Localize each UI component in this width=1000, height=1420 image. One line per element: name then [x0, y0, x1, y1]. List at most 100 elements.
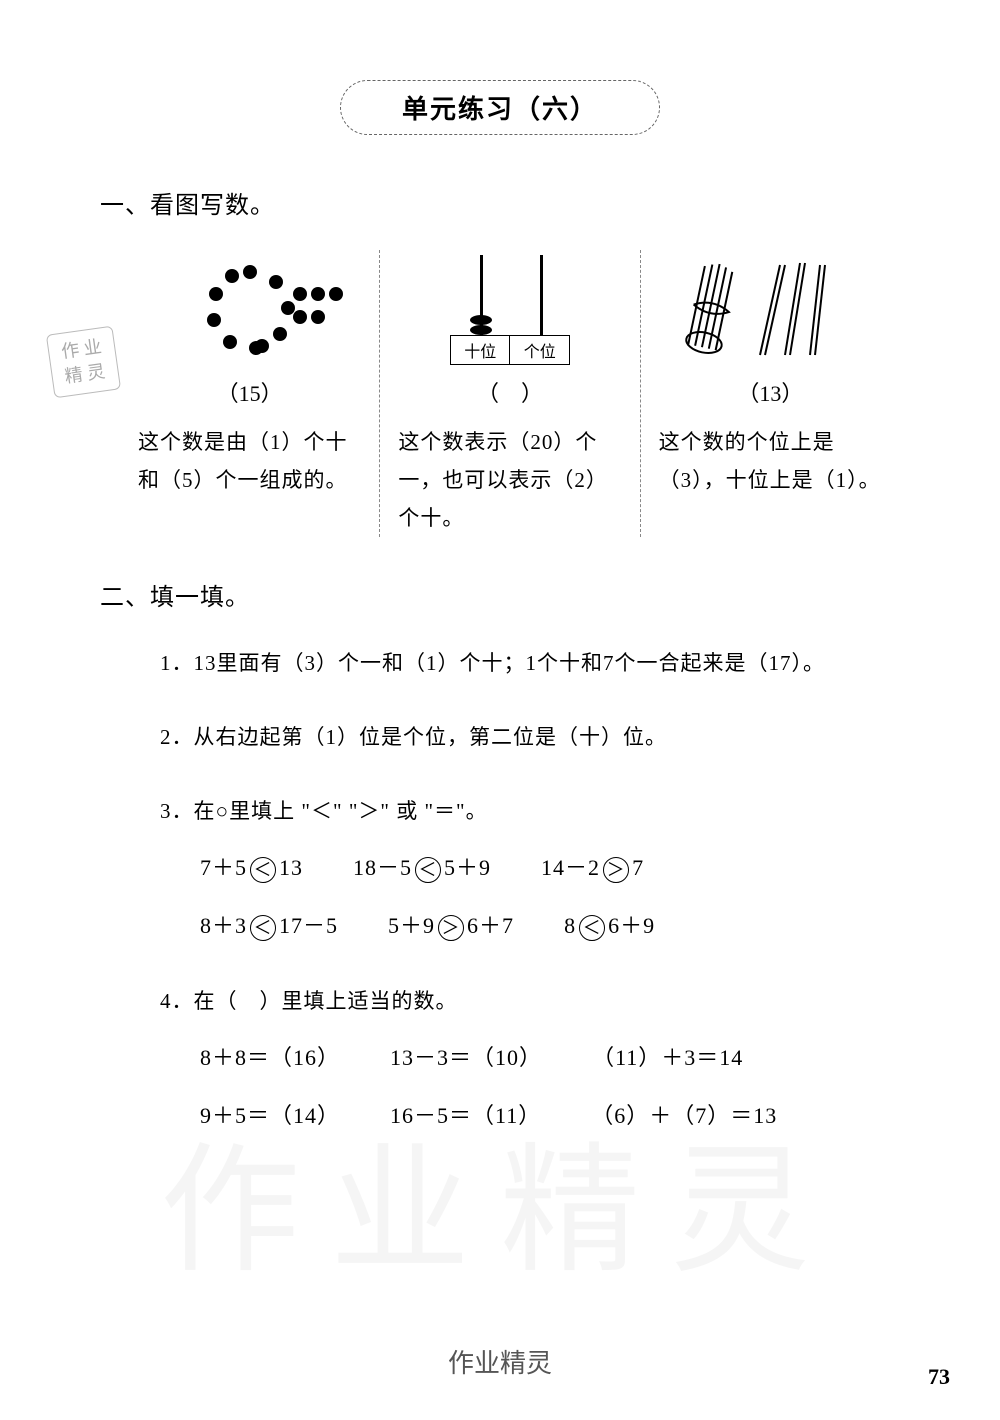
- q2-a2: 十: [579, 725, 601, 749]
- q2-p2: ）位是个位，第二位是（: [337, 725, 579, 749]
- cmp-circle: ＜: [415, 857, 441, 883]
- cmp-left: 14－2: [541, 855, 600, 880]
- col2-text-pre: 这个数表示（: [398, 430, 530, 454]
- cmp-right: 5＋9: [444, 855, 491, 880]
- q1-a2: 1: [426, 651, 438, 675]
- comparison-item: 7＋5＜13: [200, 846, 303, 890]
- col3-ans2: 1: [836, 468, 848, 492]
- fill-item: 16－5＝（11）: [390, 1094, 541, 1138]
- figure-col-3: （13） 这个数的个位上是（3），十位上是（1）。: [641, 250, 900, 537]
- abacus-icon: 十位 个位: [398, 250, 621, 370]
- question-3: 3．在○里填上 "＜" "＞" 或 "＝"。 7＋5＜1318－5＜5＋914－…: [160, 790, 880, 948]
- fill-tail: ）: [518, 1103, 541, 1128]
- fill-tail: ）: [317, 1103, 340, 1128]
- fill-ans: 11: [495, 1103, 518, 1128]
- fill-ans: 11: [615, 1045, 638, 1070]
- cmp-right: 6＋9: [608, 913, 655, 938]
- fill-ans2: 7: [695, 1103, 707, 1128]
- q2-p3: ）位。: [601, 725, 667, 749]
- fill-expr: 9＋5＝（: [200, 1103, 293, 1128]
- col2-ans1: 20: [530, 430, 553, 454]
- cmp-right: 13: [279, 855, 303, 880]
- fill-ans: 10: [495, 1045, 519, 1070]
- col3-desc: 这个数的个位上是（3），十位上是（1）。: [659, 424, 882, 500]
- fill-expr: （: [592, 1045, 615, 1070]
- cmp-circle: ＜: [250, 915, 276, 941]
- q3-row2: 8＋3＜17－55＋9＞6＋78＜6＋9: [200, 904, 880, 948]
- comparison-item: 8＋3＜17－5: [200, 904, 338, 948]
- footer-label: 作业精灵: [0, 1343, 1000, 1380]
- fill-item: 13－3＝（10）: [390, 1036, 542, 1080]
- fill-item: （11）＋3＝14: [592, 1036, 743, 1080]
- col1-text-mid2: ）个一组成的。: [194, 468, 348, 492]
- fill-item: 9＋5＝（14）: [200, 1094, 340, 1138]
- fill-expr: （: [591, 1103, 614, 1128]
- q4-title: 4．在（ ）里填上适当的数。: [160, 980, 880, 1022]
- col1-desc: 这个数是由（1）个十和（5）个一组成的。: [138, 424, 361, 500]
- cmp-left: 8＋3: [200, 913, 247, 938]
- q1-p4: ）。: [792, 651, 826, 675]
- col3-text-mid1: ），十位上是（: [692, 468, 836, 492]
- col2-blank: （ ）: [398, 376, 621, 408]
- col1-text-pre: 这个数是由（: [138, 430, 270, 454]
- cmp-circle: ＜: [579, 915, 605, 941]
- extra-beads-icon: [291, 285, 345, 331]
- section-1-title: 一、看图写数。: [100, 185, 900, 220]
- figure-row: （15） 这个数是由（1）个十和（5）个一组成的。 十位 个位: [120, 250, 900, 537]
- figure-col-1: （15） 这个数是由（1）个十和（5）个一组成的。: [120, 250, 379, 537]
- bead-ring-icon: [138, 250, 361, 370]
- comparison-item: 5＋9＞6＋7: [388, 904, 514, 948]
- comparison-item: 8＜6＋9: [564, 904, 655, 948]
- fill-expr: 8＋8＝（: [200, 1045, 293, 1070]
- figure-col-2: 十位 个位 （ ） 这个数表示（20）个一，也可以表示（2）个十。: [379, 250, 640, 537]
- cmp-left: 5＋9: [388, 913, 435, 938]
- question-list: 1．13里面有（3）个一和（1）个十；1个十和7个一合起来是（17）。 2．从右…: [160, 642, 880, 1138]
- q1-p3: ）个十；1个十和7个一合起来是（: [438, 651, 769, 675]
- q4-row1: 8＋8＝（16）13－3＝（10）（11）＋3＝14: [200, 1036, 880, 1080]
- col3-ans1: 3: [681, 468, 693, 492]
- q1-a3: 17: [769, 651, 792, 675]
- fill-ans: 14: [293, 1103, 317, 1128]
- cmp-circle: ＞: [603, 857, 629, 883]
- stamp-line-2: 精 灵: [63, 359, 107, 390]
- place-tens-label: 十位: [451, 336, 511, 364]
- q3-title: 3．在○里填上 "＜" "＞" 或 "＝"。: [160, 790, 880, 832]
- fill-expr: 13－3＝（: [390, 1045, 495, 1070]
- q1-a1: 3: [305, 651, 317, 675]
- stamp-overlay: 作 业 精 灵: [46, 326, 121, 399]
- fill-ans: 6: [614, 1103, 626, 1128]
- place-ones-label: 个位: [510, 336, 569, 364]
- page-number: 73: [928, 1364, 950, 1390]
- comparison-item: 14－2＞7: [541, 846, 644, 890]
- col2-ans2: 2: [574, 468, 586, 492]
- cmp-right: 17－5: [279, 913, 338, 938]
- fill-tail: ）＋3＝14: [638, 1045, 743, 1070]
- fill-expr: 16－5＝（: [390, 1103, 495, 1128]
- question-1: 1．13里面有（3）个一和（1）个十；1个十和7个一合起来是（17）。: [160, 642, 880, 684]
- col1-answer: （15）: [138, 376, 361, 408]
- fill-item: （6）＋（7）＝13: [591, 1094, 777, 1138]
- q4-row2: 9＋5＝（14）16－5＝（11）（6）＋（7）＝13: [200, 1094, 880, 1138]
- fill-tail: ）＝13: [707, 1103, 777, 1128]
- fill-ans: 16: [293, 1045, 317, 1070]
- cmp-circle: ＞: [438, 915, 464, 941]
- col1-ans1: 1: [270, 430, 282, 454]
- question-2: 2．从右边起第（1）位是个位，第二位是（十）位。: [160, 716, 880, 758]
- cmp-left: 7＋5: [200, 855, 247, 880]
- fill-item: 8＋8＝（16）: [200, 1036, 340, 1080]
- q1-p2: ）个一和（: [316, 651, 426, 675]
- q3-row1: 7＋5＜1318－5＜5＋914－2＞7: [200, 846, 880, 890]
- question-4: 4．在（ ）里填上适当的数。 8＋8＝（16）13－3＝（10）（11）＋3＝1…: [160, 980, 880, 1138]
- col2-desc: 这个数表示（20）个一，也可以表示（2）个十。: [398, 424, 621, 537]
- col1-ans2: 5: [182, 468, 194, 492]
- q2-p1: 2．从右边起第（: [160, 725, 326, 749]
- sticks-icon: [659, 250, 882, 370]
- fill-mid: ）＋（: [626, 1103, 695, 1128]
- q2-a1: 1: [326, 725, 338, 749]
- cmp-circle: ＜: [250, 857, 276, 883]
- col3-answer: （13）: [659, 376, 882, 408]
- fill-tail: ）: [317, 1045, 340, 1070]
- cmp-left: 18－5: [353, 855, 412, 880]
- fill-tail: ）: [519, 1045, 542, 1070]
- cmp-left: 8: [564, 913, 576, 938]
